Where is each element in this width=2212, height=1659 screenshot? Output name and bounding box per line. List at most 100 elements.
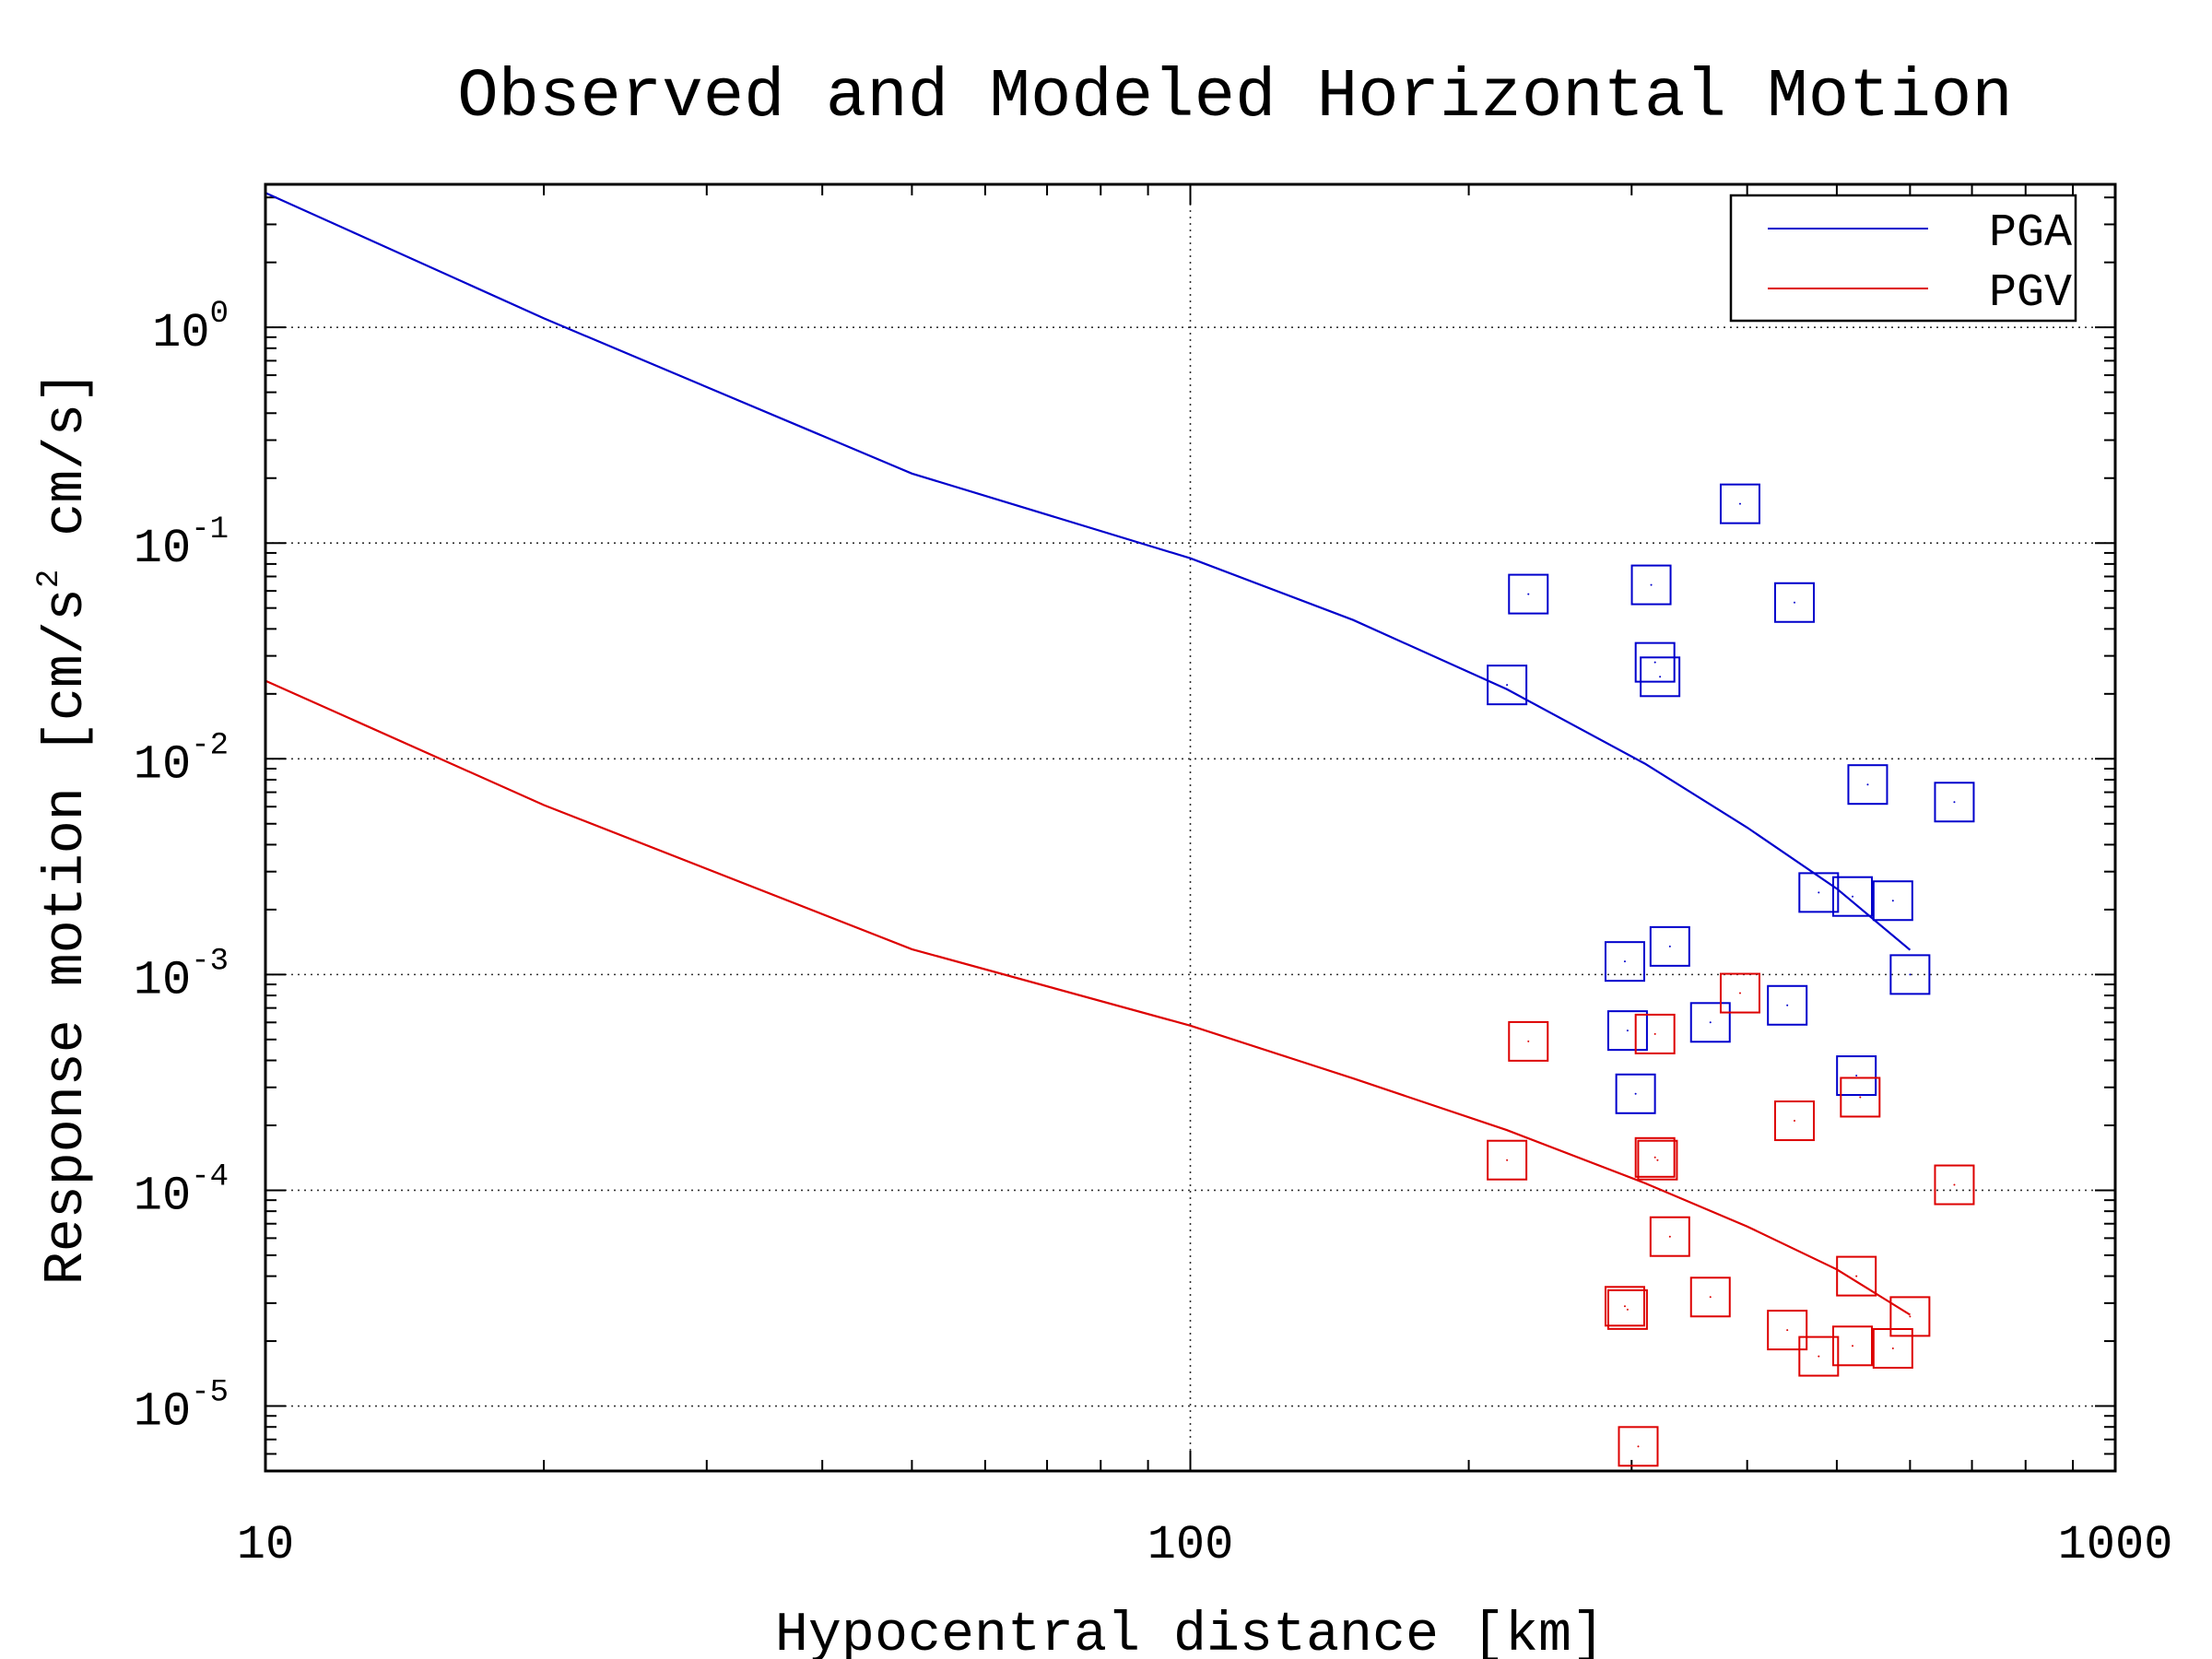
data-point-center [1506,684,1509,687]
data-point [1832,1325,1874,1367]
data-point-center [1623,960,1626,963]
data-point-center [1653,1156,1656,1159]
data-point-center [1527,1040,1530,1042]
data-point [1840,1077,1881,1118]
x-tick-label: 1000 [2058,1518,2173,1572]
data-point [1637,1139,1678,1181]
x-tick-label: 100 [1147,1518,1234,1572]
y-tick-label-base: 10 [134,953,191,1007]
data-point-center [1953,801,1956,804]
data-point-center [1626,1308,1629,1311]
data-point [1640,656,1681,698]
y-tick-label-base: 10 [134,737,191,792]
data-point [1604,941,1645,982]
series-layer [265,192,1975,1467]
y-axis-label: Response motion [cm/s2 cm/s] [32,371,99,1286]
data-point [1767,1310,1808,1351]
data-point-center [1634,1092,1637,1095]
data-point [1934,1164,1975,1206]
data-point [1604,1286,1645,1327]
data-point [1719,483,1760,524]
y-tick-label: 10-2 [134,728,229,792]
data-point [1773,582,1815,623]
data-point [1872,880,1913,922]
data-point-center [1623,1305,1626,1308]
y-tick-label: 10-1 [134,512,229,576]
data-point [1508,573,1549,615]
data-point-center [1859,1096,1862,1099]
data-point-center [1656,1159,1659,1161]
data-point-center [1891,1347,1894,1349]
data-point [1767,984,1808,1026]
data-point-center [1506,1159,1509,1161]
x-axis-label: Hypocentral distance [km] [775,1605,1605,1659]
data-point-center [1668,1235,1671,1238]
data-point [1615,1073,1656,1114]
y-tick-label-exponent: -1 [191,512,229,547]
data-point [1847,764,1888,806]
data-point-center [1852,895,1854,898]
data-point [1634,641,1676,683]
data-point-center [1786,1329,1789,1332]
data-point [1618,1426,1659,1467]
data-point-center [1709,1021,1712,1024]
data-point-center [1953,1183,1956,1186]
data-point [1798,872,1840,913]
y-tick-label: 100 [152,297,229,360]
data-point-center [1909,973,1912,976]
legend-pga-label: PGA [1989,207,2072,260]
data-point-center [1653,661,1656,664]
data-point-center [1793,601,1795,604]
data-point-center [1637,1445,1640,1448]
data-point [1719,972,1760,1014]
x-tick-label: 10 [237,1518,294,1572]
data-point [1649,925,1690,967]
y-tick-label: 10-5 [134,1376,229,1440]
data-point-center [1659,676,1662,678]
data-point-center [1650,583,1653,586]
data-point-center [1818,891,1820,894]
data-point [1889,954,1931,995]
data-point-center [1709,1296,1712,1299]
data-point [1689,1277,1731,1318]
data-point [1836,1255,1877,1297]
legend: PGA PGV [1729,194,2077,323]
data-point [1836,1055,1877,1097]
data-point-center [1855,1275,1858,1277]
data-point [1832,876,1874,917]
data-point-center [1786,1004,1789,1006]
data-point-center [1653,1032,1656,1035]
data-point-center [1527,593,1530,595]
y-tick-label: 10-3 [134,944,229,1007]
data-point [1630,564,1672,606]
data-point [1649,1216,1690,1257]
data-point [1934,782,1975,823]
model-line-pgv [265,679,1911,1316]
y-tick-label-base: 10 [134,1169,191,1223]
y-axis-label-exponent: 2 [32,570,67,588]
data-point-center [1852,1345,1854,1347]
y-axis-label-main: Response motion [cm/s [36,588,99,1285]
plot-frame [264,182,2117,1473]
y-tick-label-exponent: -4 [191,1159,229,1194]
data-point [1487,1139,1528,1181]
grid [265,184,2115,1471]
data-point-center [1738,992,1741,994]
y-axis-label-tail: cm/s] [36,371,99,570]
data-point [1689,1002,1731,1043]
series-pga [265,192,1975,1114]
y-tick-label-base: 10 [134,522,191,576]
y-tick-label-exponent: -5 [191,1376,229,1411]
chart-title: Observed and Modeled Horizontal Motion [457,59,2012,136]
data-point [1634,1136,1676,1178]
data-point [1606,1288,1648,1330]
y-tick-label: 10-4 [134,1159,229,1223]
data-point-center [1855,1075,1858,1077]
data-point-center [1793,1120,1795,1123]
data-point [1889,1296,1931,1337]
data-point [1606,1010,1648,1052]
data-point-center [1909,1315,1912,1318]
data-point-center [1866,783,1869,786]
